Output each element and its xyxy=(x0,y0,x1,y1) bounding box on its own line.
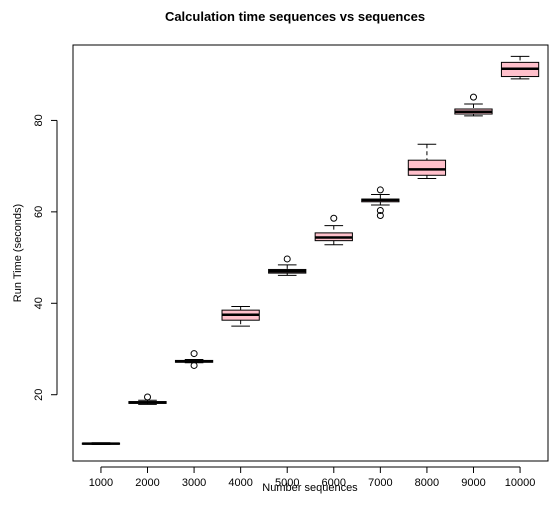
outlier-point xyxy=(330,214,338,222)
outlier-point xyxy=(190,350,198,358)
x-tick-label: 9000 xyxy=(461,477,485,489)
x-tick-label: 10000 xyxy=(505,477,536,489)
x-axis-label: Number sequences xyxy=(262,482,358,494)
plot-frame xyxy=(72,44,549,462)
box-group xyxy=(174,350,214,369)
outlier-point xyxy=(283,255,291,263)
x-tick-label: 2000 xyxy=(135,477,159,489)
chart-title: Calculation time sequences vs sequences xyxy=(165,9,425,24)
y-tick-label: 60 xyxy=(33,206,45,218)
x-tick-label: 8000 xyxy=(415,477,439,489)
x-tick-label: 7000 xyxy=(368,477,392,489)
box-group xyxy=(361,186,400,220)
y-tick-label: 80 xyxy=(33,114,45,126)
outlier-point xyxy=(190,361,198,369)
y-tick-label: 40 xyxy=(33,297,45,309)
x-axis: 1000 2000 3000 4000 5000 6000 7000 8000 9000 1000… xyxy=(89,466,536,489)
box-group xyxy=(407,143,447,179)
box-group xyxy=(268,255,307,276)
y-tick-label: 20 xyxy=(33,389,45,401)
box-group xyxy=(81,442,121,446)
x-tick-label: 6000 xyxy=(322,477,346,489)
outlier-point xyxy=(376,186,384,194)
box-group xyxy=(500,55,540,80)
boxes xyxy=(81,55,540,446)
x-tick-label: 1000 xyxy=(89,477,113,489)
box-group xyxy=(221,305,260,327)
box-group xyxy=(454,93,493,117)
box-iqr xyxy=(407,159,447,176)
outlier-point xyxy=(376,212,384,220)
box-group xyxy=(314,214,353,246)
outlier-point xyxy=(144,393,152,401)
x-tick-label: 4000 xyxy=(228,477,252,489)
y-axis: 20 40 60 80 xyxy=(33,114,58,401)
box-group xyxy=(128,393,167,405)
outlier-point xyxy=(469,93,477,101)
x-tick-label: 3000 xyxy=(182,477,206,489)
y-axis-label: Run Time (seconds) xyxy=(12,204,24,302)
x-tick-label: 5000 xyxy=(275,477,299,489)
outlier-point xyxy=(376,206,384,214)
